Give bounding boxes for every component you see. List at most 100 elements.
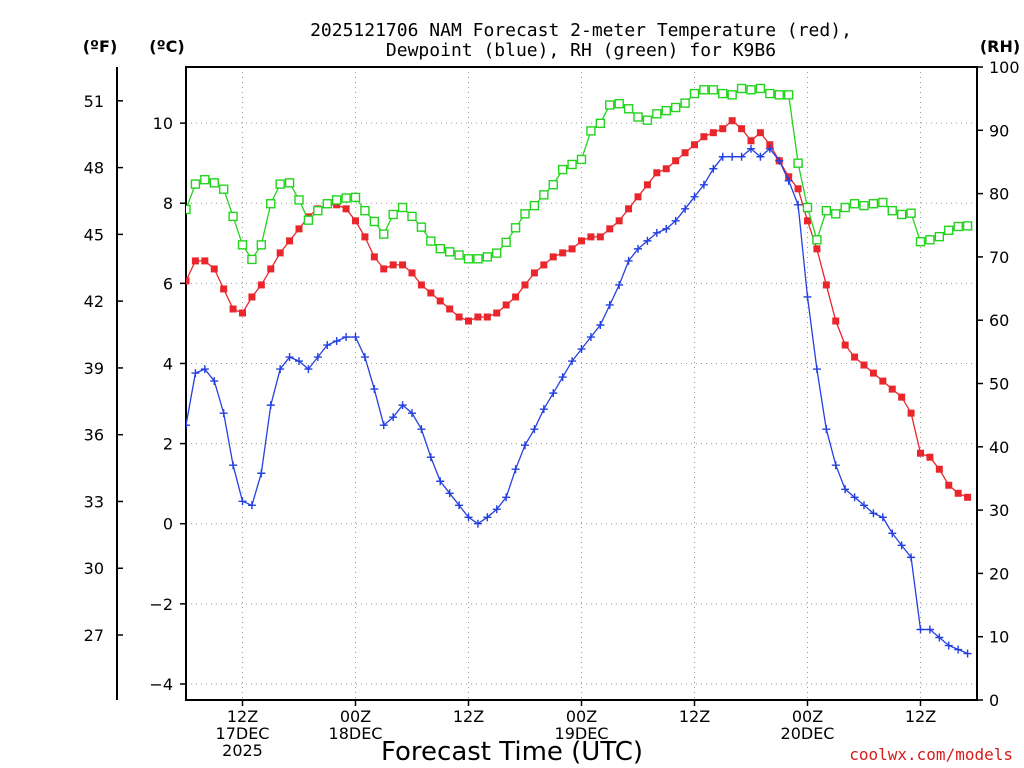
celsius-tick-label: 10 <box>153 114 173 133</box>
temperature-c-point <box>822 281 830 289</box>
rh-point <box>699 85 709 95</box>
dewpoint-c-point <box>530 425 539 434</box>
rh-point <box>783 90 794 100</box>
celsius-tick-label: 8 <box>163 194 173 213</box>
rh-point <box>567 159 577 170</box>
temperature-c-point <box>474 313 482 321</box>
dewpoint-c-point <box>332 337 341 346</box>
celsius-tick-label: 2 <box>163 435 173 454</box>
temperature-c-point <box>540 261 548 269</box>
dewpoint-c-point <box>229 461 238 470</box>
temperature-c-point <box>512 293 520 301</box>
temperature-c-point <box>427 289 435 297</box>
dewpoint-c-point <box>426 453 435 462</box>
dewpoint-c-point <box>473 519 482 528</box>
rh-point <box>256 240 267 250</box>
dewpoint-c-point <box>888 529 897 538</box>
temperature-c-point <box>728 117 736 125</box>
temperature-c-point <box>945 481 953 489</box>
rh-tick-label: 80 <box>989 185 1009 204</box>
dewpoint-c-point <box>954 645 963 654</box>
rh-point <box>557 164 568 175</box>
fahrenheit-tick-label: 30 <box>84 559 104 578</box>
rh-point <box>718 88 728 99</box>
rh-point <box>652 109 662 119</box>
temperature-c-point <box>709 129 717 137</box>
dewpoint-c-point <box>615 280 624 289</box>
dewpoint-c-point <box>247 501 256 510</box>
rh-point <box>463 254 474 264</box>
rh-point <box>407 211 417 222</box>
dewpoint-c-point <box>238 497 247 506</box>
dewpoint-c-point <box>464 513 473 522</box>
rh-point <box>887 205 897 216</box>
rh-point <box>237 240 248 250</box>
temperature-c-point <box>549 253 557 261</box>
rh-point <box>539 190 549 200</box>
celsius-tick-label: −2 <box>149 595 173 614</box>
temperature-c-point <box>286 237 294 245</box>
temperature-c-point <box>643 181 651 189</box>
x-tick-label: 12Z <box>453 707 484 726</box>
rh-point <box>623 104 634 114</box>
rh-point <box>774 90 784 100</box>
temperature-c-point <box>804 217 811 225</box>
dewpoint-c-point <box>624 256 633 265</box>
temperature-c-point <box>813 245 821 253</box>
credit-text: coolwx.com/models <box>849 745 1013 764</box>
rh-point <box>266 199 276 209</box>
rh-point <box>849 199 860 209</box>
rh-point <box>520 209 530 219</box>
rh-point <box>190 179 201 189</box>
dewpoint-c-point <box>709 164 718 173</box>
rh-point <box>416 222 427 232</box>
dewpoint-c-series <box>186 144 972 658</box>
x-tick-label: 18DEC <box>329 724 383 743</box>
dewpoint-c-point <box>313 353 322 362</box>
dewpoint-c-point <box>304 365 313 374</box>
x-tick-label: 00Z <box>340 707 371 726</box>
dewpoint-c-point <box>756 152 765 161</box>
dewpoint-c-point <box>916 625 925 634</box>
rh-tick-label: 70 <box>989 248 1009 267</box>
temperature-c-point <box>596 233 604 241</box>
temperature-c-point <box>295 225 303 233</box>
x-tick-label: 00Z <box>566 707 597 726</box>
dewpoint-c-point <box>784 176 793 185</box>
rh-point <box>200 174 210 185</box>
temperature-c-point <box>964 493 972 501</box>
rh-tick-label: 30 <box>989 501 1009 520</box>
temperature-c-point <box>417 281 425 289</box>
temperature-c-point <box>738 125 746 133</box>
temperature-c-point <box>342 205 350 213</box>
temperature-c-point <box>248 293 256 301</box>
temperature-c-point <box>766 141 774 149</box>
dewpoint-c-point <box>681 204 690 213</box>
temperature-c-point <box>719 125 727 133</box>
dewpoint-c-point <box>276 365 285 374</box>
rh-tick-label: 20 <box>989 564 1009 583</box>
dewpoint-c-point <box>398 401 407 410</box>
temperature-c-point <box>935 465 943 473</box>
rh-point <box>529 200 540 211</box>
temperature-c-point <box>521 281 529 289</box>
temperature-c-line <box>186 119 968 498</box>
rh-point <box>492 248 502 258</box>
temperature-c-point <box>615 217 623 225</box>
rh-point <box>962 221 973 231</box>
dewpoint-c-point <box>897 541 906 550</box>
temperature-c-point <box>625 205 633 213</box>
dewpoint-c-point <box>342 333 351 342</box>
rh-point <box>925 235 935 245</box>
temperature-c-point <box>888 385 896 393</box>
rh-point <box>944 225 954 236</box>
rh-point <box>755 83 766 94</box>
temperature-c-point <box>747 137 755 145</box>
x-tick-label: 19DEC <box>555 724 609 743</box>
rh-point <box>209 178 219 188</box>
dewpoint-c-point <box>360 353 369 362</box>
fahrenheit-tick-label: 42 <box>84 292 104 311</box>
temperature-c-point <box>186 277 190 285</box>
dewpoint-c-point <box>483 513 492 522</box>
